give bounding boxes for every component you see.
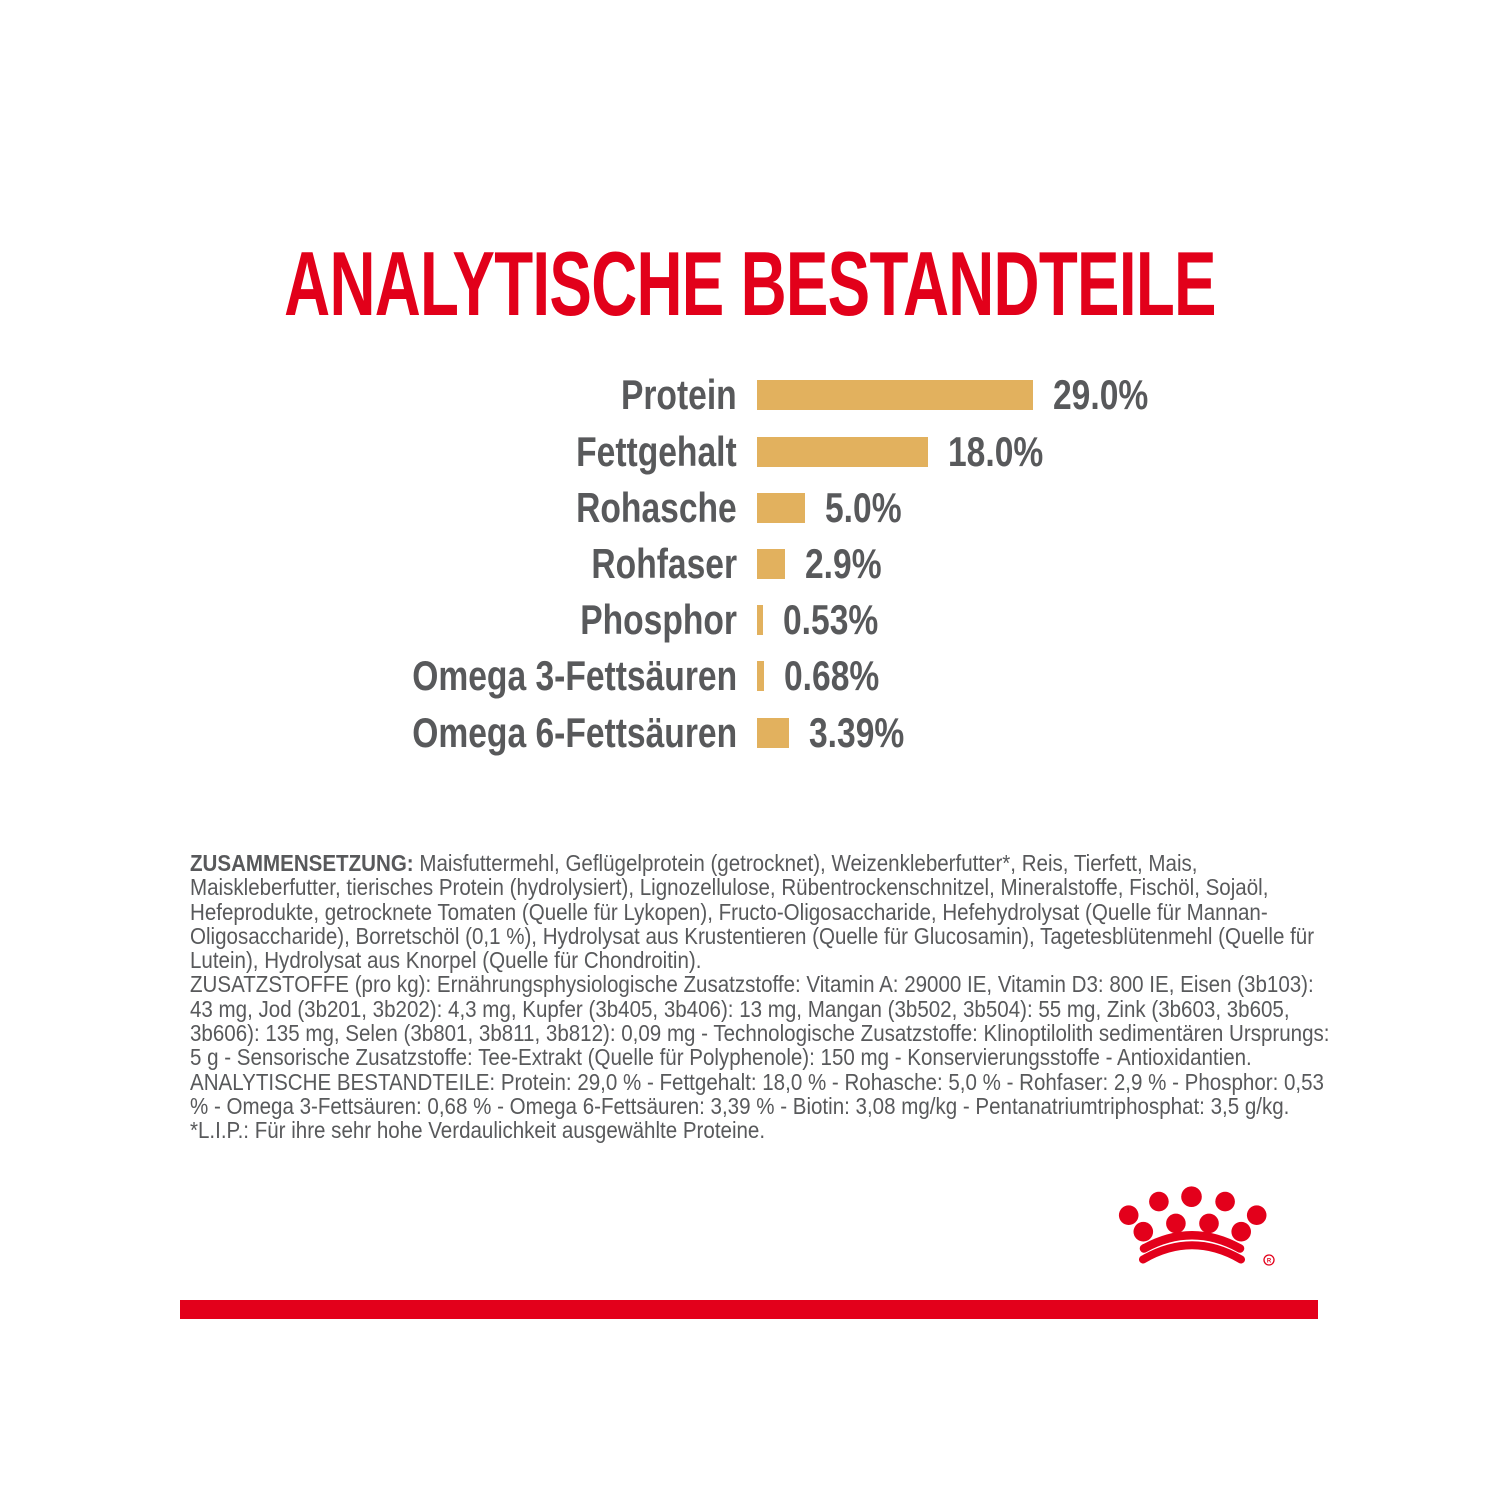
svg-text:R: R — [1267, 1258, 1272, 1264]
